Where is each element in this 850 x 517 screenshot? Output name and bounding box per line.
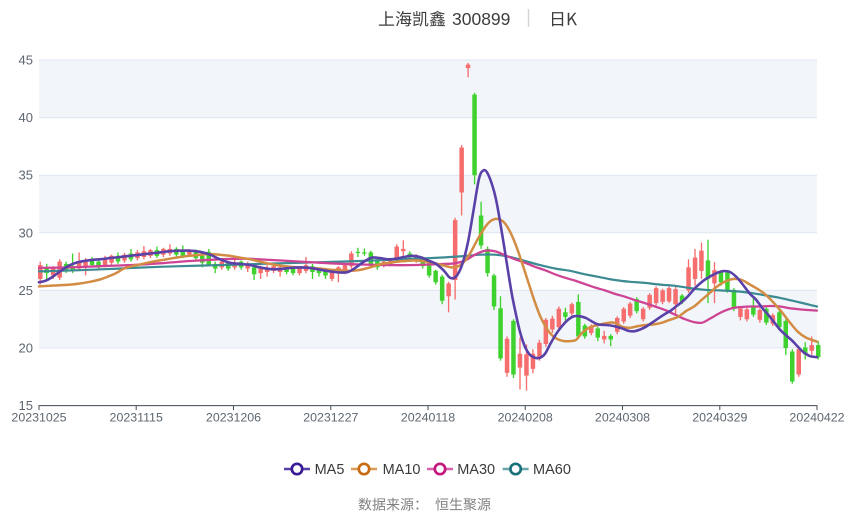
svg-text:20240208: 20240208 bbox=[498, 411, 553, 425]
svg-text:20231115: 20231115 bbox=[110, 411, 163, 425]
svg-text:300899: 300899 bbox=[452, 9, 510, 29]
svg-text:MA30: MA30 bbox=[457, 462, 495, 478]
svg-text:35: 35 bbox=[19, 168, 33, 183]
svg-text:MA60: MA60 bbox=[533, 462, 571, 478]
svg-text:20240422: 20240422 bbox=[789, 411, 844, 425]
svg-text:20240118: 20240118 bbox=[401, 411, 455, 425]
svg-text:30: 30 bbox=[19, 225, 33, 240]
svg-text:20231025: 20231025 bbox=[11, 411, 66, 425]
svg-text:MA10: MA10 bbox=[383, 462, 421, 478]
svg-text:40: 40 bbox=[19, 110, 33, 125]
svg-text:20: 20 bbox=[19, 341, 33, 356]
svg-text:20240329: 20240329 bbox=[692, 411, 747, 425]
svg-text:25: 25 bbox=[19, 283, 33, 298]
svg-text:20240308: 20240308 bbox=[595, 411, 650, 425]
svg-text:45: 45 bbox=[19, 53, 33, 68]
svg-text:15: 15 bbox=[19, 398, 33, 413]
svg-text:MA5: MA5 bbox=[315, 462, 345, 478]
svg-text:20231227: 20231227 bbox=[303, 411, 358, 425]
svg-text:20231206: 20231206 bbox=[206, 411, 261, 425]
